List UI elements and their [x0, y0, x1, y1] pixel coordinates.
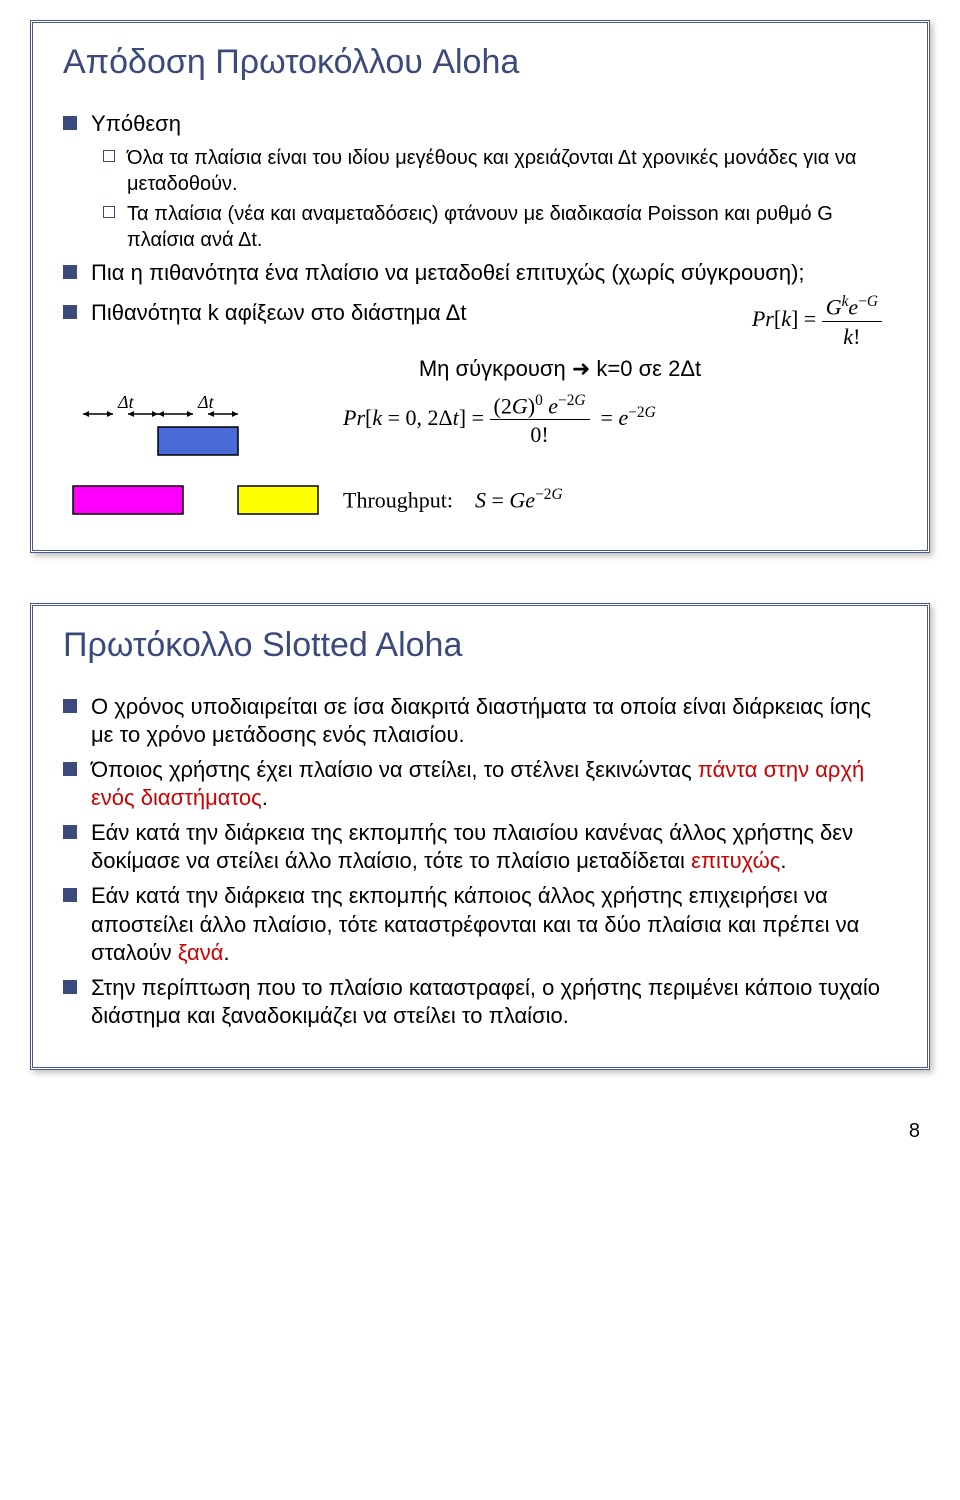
time-slots-text: Ο χρόνος υποδιαιρείται σε ίσα διακριτά δ…: [91, 693, 897, 750]
success-text: Εάν κατά την διάρκεια της εκπομπής του π…: [91, 819, 897, 876]
k-arrivals-text: Πιθανότητα k αφίξεων στο διάστημα Δt: [91, 299, 466, 328]
formula-throughput: Throughput: S = Ge−2G: [323, 486, 897, 513]
square-bullet-icon: [63, 825, 77, 839]
bullet-probability-q: Πια η πιθανότητα ένα πλαίσιο να μεταδοθε…: [63, 259, 897, 288]
retry-text: Στην περίπτωση που το πλαίσιο καταστραφε…: [91, 974, 897, 1031]
poisson-text: Τα πλαίσια (νέα και αναμεταδόσεις) φτάνο…: [127, 201, 897, 253]
bullet-retry: Στην περίπτωση που το πλαίσιο καταστραφε…: [63, 974, 897, 1031]
page-number: 8: [30, 1120, 930, 1143]
square-bullet-icon: [63, 762, 77, 776]
square-bullet-icon: [63, 888, 77, 902]
bullet-hypothesis: Υπόθεση: [63, 110, 897, 139]
send-start-text: Όποιος χρήστης έχει πλαίσιο να στείλει, …: [91, 756, 897, 813]
bullet-success: Εάν κατά την διάρκεια της εκπομπής του π…: [63, 819, 897, 876]
bullet-k-arrivals: Πιθανότητα k αφίξεων στο διάστημα Δt: [63, 299, 737, 328]
square-bullet-icon: [63, 980, 77, 994]
slide-slotted-aloha: Πρωτόκολλο Slotted Aloha Ο χρόνος υποδια…: [30, 603, 930, 1071]
hypothesis-label: Υπόθεση: [91, 110, 181, 139]
svg-text:Δt: Δt: [117, 392, 135, 412]
sub-bullet-frames: Όλα τα πλαίσια είναι του ιδίου μεγέθους …: [103, 145, 897, 197]
frames-text: Όλα τα πλαίσια είναι του ιδίου μεγέθους …: [127, 145, 897, 197]
square-bullet-icon: [63, 699, 77, 713]
hollow-bullet-icon: [103, 150, 115, 162]
bullet-collision: Εάν κατά την διάρκεια της εκπομπής κάποι…: [63, 882, 897, 968]
collision-text: Εάν κατά την διάρκεια της εκπομπής κάποι…: [91, 882, 897, 968]
timeline-diagram-1: Δt Δt: [63, 392, 323, 462]
collision-line: Μη σύγκρουση ➜ k=0 σε 2Δt: [223, 356, 897, 382]
formula-prk: Pr[k] = Gke−G k!: [737, 293, 897, 349]
sub-bullet-poisson: Τα πλαίσια (νέα και αναμεταδόσεις) φτάνο…: [103, 201, 897, 253]
timeline-diagram-2: [63, 480, 323, 520]
formula-pr0: Pr[k = 0, 2Δt] = (2G)0 e−2G 0! = e−2G: [323, 392, 897, 448]
square-bullet-icon: [63, 116, 77, 130]
slide1-title: Απόδοση Πρωτοκόλλου Aloha: [63, 43, 897, 82]
slide2-title: Πρωτόκολλο Slotted Aloha: [63, 626, 897, 665]
bullet-time-slots: Ο χρόνος υποδιαιρείται σε ίσα διακριτά δ…: [63, 693, 897, 750]
bullet-send-start: Όποιος χρήστης έχει πλαίσιο να στείλει, …: [63, 756, 897, 813]
hollow-bullet-icon: [103, 206, 115, 218]
square-bullet-icon: [63, 305, 77, 319]
square-bullet-icon: [63, 265, 77, 279]
svg-text:Δt: Δt: [197, 392, 215, 412]
slide-aloha-performance: Απόδοση Πρωτοκόλλου Aloha Υπόθεση Όλα τα…: [30, 20, 930, 553]
probability-q-text: Πια η πιθανότητα ένα πλαίσιο να μεταδοθε…: [91, 259, 805, 288]
